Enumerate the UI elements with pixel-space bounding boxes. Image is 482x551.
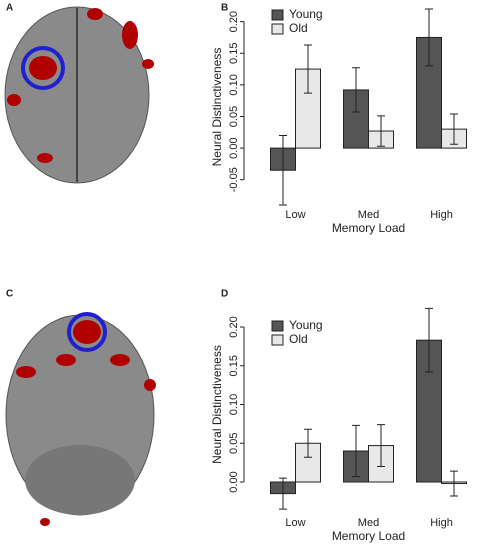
- cerebellum: [25, 445, 135, 515]
- x-tick-label: Med: [358, 517, 379, 529]
- highlight-circle: [67, 312, 107, 352]
- legend-label: Young: [289, 7, 323, 21]
- y-tick-label: 0.05: [228, 433, 240, 454]
- error-bar: [352, 67, 360, 113]
- brain-bottom-view: [5, 312, 156, 526]
- y-tick-label: 0.20: [228, 316, 240, 337]
- error-bar: [377, 424, 385, 467]
- error-bar: [377, 115, 385, 147]
- panel-label: A: [6, 3, 13, 14]
- activation: [16, 366, 36, 378]
- y-tick-label: 0.15: [228, 355, 240, 376]
- legend-swatch: [271, 23, 284, 35]
- error-bar: [304, 428, 312, 458]
- error-bar: [425, 307, 433, 373]
- y-tick-label: 0.20: [228, 11, 240, 32]
- legend-label: Old: [289, 332, 308, 346]
- highlight-circle: [21, 46, 65, 90]
- panel-label: B: [221, 3, 228, 14]
- error-bar: [450, 470, 458, 497]
- x-tick-label: Med: [358, 209, 379, 221]
- x-axis-label: Memory Load: [332, 529, 405, 543]
- activation: [40, 518, 50, 526]
- x-tick-label: Low: [285, 209, 305, 221]
- y-axis-label: Neural Distinctiveness: [210, 48, 224, 167]
- activation: [110, 354, 130, 366]
- x-tick-label: High: [430, 517, 453, 529]
- activation: [142, 59, 154, 69]
- error-bar: [279, 134, 287, 206]
- activation: [122, 21, 138, 49]
- x-axis-label: Memory Load: [332, 221, 405, 235]
- legend-swatch: [271, 334, 284, 346]
- y-tick-label: 0.10: [228, 74, 240, 95]
- activation: [7, 94, 21, 106]
- activation: [56, 354, 76, 366]
- legend-swatch: [271, 9, 284, 21]
- y-tick-label: 0.10: [228, 394, 240, 415]
- error-bar: [279, 477, 287, 510]
- panel-label: D: [221, 289, 228, 300]
- activation: [144, 379, 156, 391]
- y-tick-label: 0.15: [228, 43, 240, 64]
- error-bar: [450, 113, 458, 145]
- activation: [37, 153, 53, 163]
- activation: [29, 56, 57, 80]
- legend-label: Young: [289, 318, 323, 332]
- activation: [87, 8, 103, 20]
- error-bar: [304, 44, 312, 94]
- y-tick-label: 0.05: [228, 106, 240, 127]
- brain-top-view: [4, 6, 154, 184]
- x-tick-label: High: [430, 209, 453, 221]
- x-tick-label: Low: [285, 517, 305, 529]
- legend-label: Old: [289, 21, 308, 35]
- activation: [73, 320, 101, 344]
- y-tick-label: -0.05: [228, 167, 240, 192]
- legend-swatch: [271, 320, 284, 332]
- panel-label: C: [6, 289, 13, 300]
- y-axis-label: Neural Distinctiveness: [210, 345, 224, 464]
- y-tick-label: 0.00: [228, 137, 240, 158]
- error-bar: [352, 424, 360, 478]
- error-bar: [425, 8, 433, 67]
- y-tick-label: 0.00: [228, 471, 240, 492]
